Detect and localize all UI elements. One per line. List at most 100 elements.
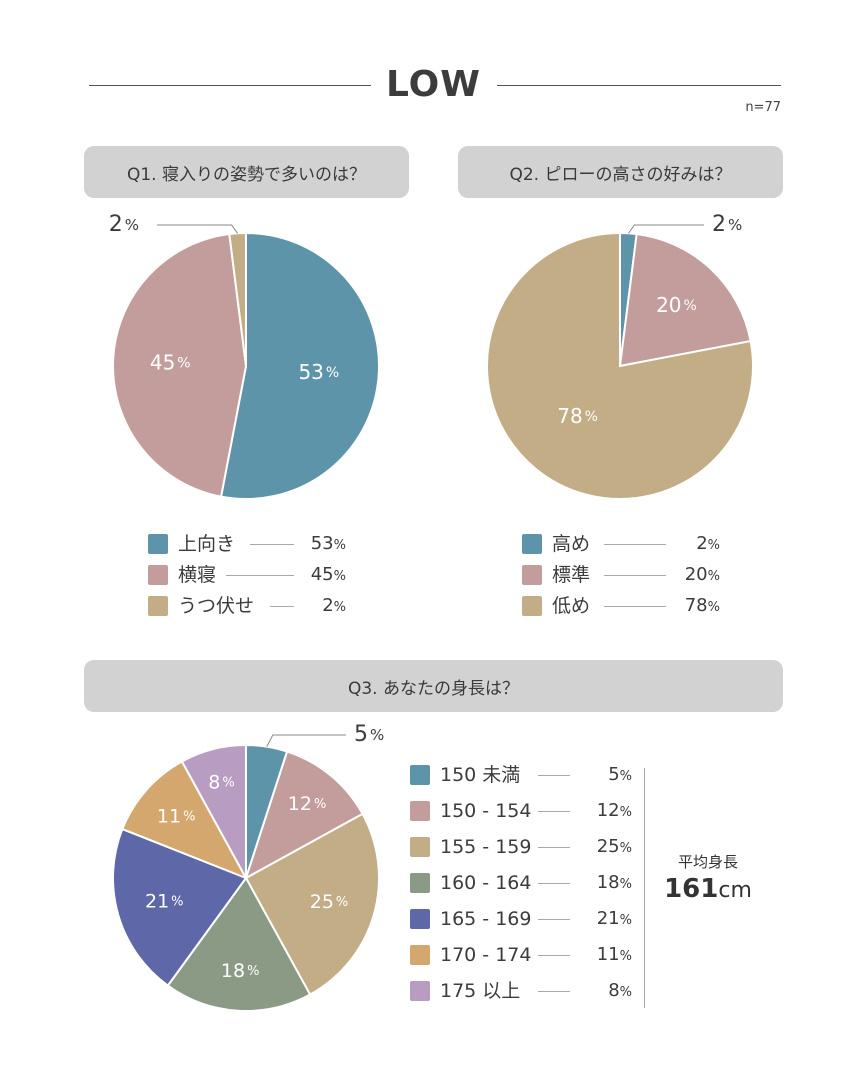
legend-item-3-2: 150 - 154 12% [410,799,632,823]
slice-label-3-6-unit: % [183,809,195,824]
leader-line-2-1 [627,224,704,234]
title-rule-left [89,85,371,86]
legend-swatch [410,765,430,785]
slice-label-3-5-unit: % [171,894,183,909]
legend-leader [270,606,294,607]
slice-label-3-5-number: 21 [145,890,169,912]
legend-value-number: 25 [596,836,620,857]
legend-value: 2% [322,594,346,620]
legend-leader [538,955,570,956]
legend-swatch [522,596,542,616]
legend-value-unit: % [619,949,632,964]
slice-label-3-6: 11% [157,805,196,827]
pie-slice-3-3 [244,812,380,996]
slice-label-1-2: 45% [150,350,191,374]
slice-label-3-2-number: 12 [288,793,312,815]
pie-slice-3-7 [180,743,247,879]
pie-slice-3-2 [244,750,364,881]
legend-swatch [410,909,430,929]
legend-value-unit: % [707,600,720,615]
legend-label: 155 - 159 [440,836,532,858]
slice-label-2-1: 2% [712,212,742,237]
pie-slice-1-1 [219,231,381,500]
q2-title: Q2. ピローの高さの好みは？ [458,146,783,198]
legend-leader [538,991,570,992]
legend-leader [604,544,666,545]
legend-value-number: 2 [322,595,334,616]
legend-label: 高め [552,533,591,555]
legend-item-3-7: 175 以上 8% [410,979,632,1003]
legend-item-1-3: うつ伏せ 2% [148,594,348,618]
slice-label-3-4-number: 18 [221,959,245,981]
q3-legend: 150 未満 5% 150 - 154 12% 155 - 159 25% 160 - 16… [410,763,632,1013]
legend-swatch [410,945,430,965]
legend-leader [538,883,570,884]
legend-label: 160 - 164 [440,872,532,894]
legend-swatch [522,565,542,585]
legend-item-3-6: 170 - 174 11% [410,943,632,967]
legend-value: 18% [597,871,632,897]
legend-value: 21% [597,907,632,933]
average-height-unit: cm [718,878,752,903]
legend-value: 12% [597,799,632,825]
slice-label-2-3-number: 78 [557,404,582,428]
legend-value-unit: % [619,877,632,892]
legend-leader [250,544,294,545]
leader-line-3-1 [266,734,346,747]
q3-title: Q3. あなたの身長は？ [84,660,783,712]
slice-label-1-2-unit: % [177,356,190,372]
slice-label-1-1-unit: % [326,365,339,381]
legend-swatch [148,534,168,554]
q1-legend: 上向き 53% 横寝 45% うつ伏せ 2% [148,532,348,622]
slice-label-1-2-number: 45 [150,350,175,374]
pie-slice-3-5 [112,827,248,987]
legend-item-2-3: 低め 78% [522,594,722,618]
slice-label-3-5: 21% [145,890,184,912]
legend-leader [538,775,570,776]
legend-value-number: 78 [684,595,708,616]
slice-label-3-7-number: 8 [208,771,220,793]
q1-title: Q1. 寝入りの姿勢で多いのは？ [84,146,409,198]
legend-swatch [410,873,430,893]
slice-label-2-2: 20% [656,292,697,316]
slice-label-3-3-number: 25 [310,891,334,913]
legend-label: 175 以上 [440,980,521,1002]
slice-label-3-6-number: 11 [157,805,181,827]
legend-label: 上向き [178,533,236,555]
pie-slice-1-2 [112,232,248,498]
pie-slice-3-6 [121,760,249,880]
legend-value-unit: % [619,805,632,820]
legend-leader [226,575,294,576]
average-height-label: 平均身長 [677,853,738,871]
legend-label: 170 - 174 [440,944,532,966]
legend-value-unit: % [619,985,632,1000]
title-rule-right [497,85,781,86]
legend-value-number: 11 [596,944,620,965]
legend-label: 標準 [552,564,591,586]
legend-leader [538,811,570,812]
slice-label-2-2-number: 20 [656,292,681,316]
legend-value: 53% [311,532,346,558]
slice-label-2-3: 78% [557,404,598,428]
legend-label: 165 - 169 [440,908,532,930]
slice-label-3-2: 12% [288,793,327,815]
legend-label: 150 未満 [440,764,521,786]
legend-swatch [148,596,168,616]
legend-leader [538,847,570,848]
legend-value-unit: % [333,600,346,615]
legend-item-3-1: 150 未満 5% [410,763,632,787]
slice-label-1-3: 2% [109,212,139,237]
legend-value-number: 8 [608,980,620,1001]
slice-label-3-3: 25% [310,891,349,913]
average-height-value: 161cm [655,874,761,904]
legend-label: 低め [552,595,591,617]
slice-label-2-3-unit: % [585,409,598,425]
slice-label-3-1-unit: % [370,726,384,744]
legend-value-number: 21 [596,908,620,929]
legend-value-number: 5 [608,764,620,785]
slice-label-2-1-number: 2 [712,212,726,237]
average-height-number: 161 [664,874,719,904]
